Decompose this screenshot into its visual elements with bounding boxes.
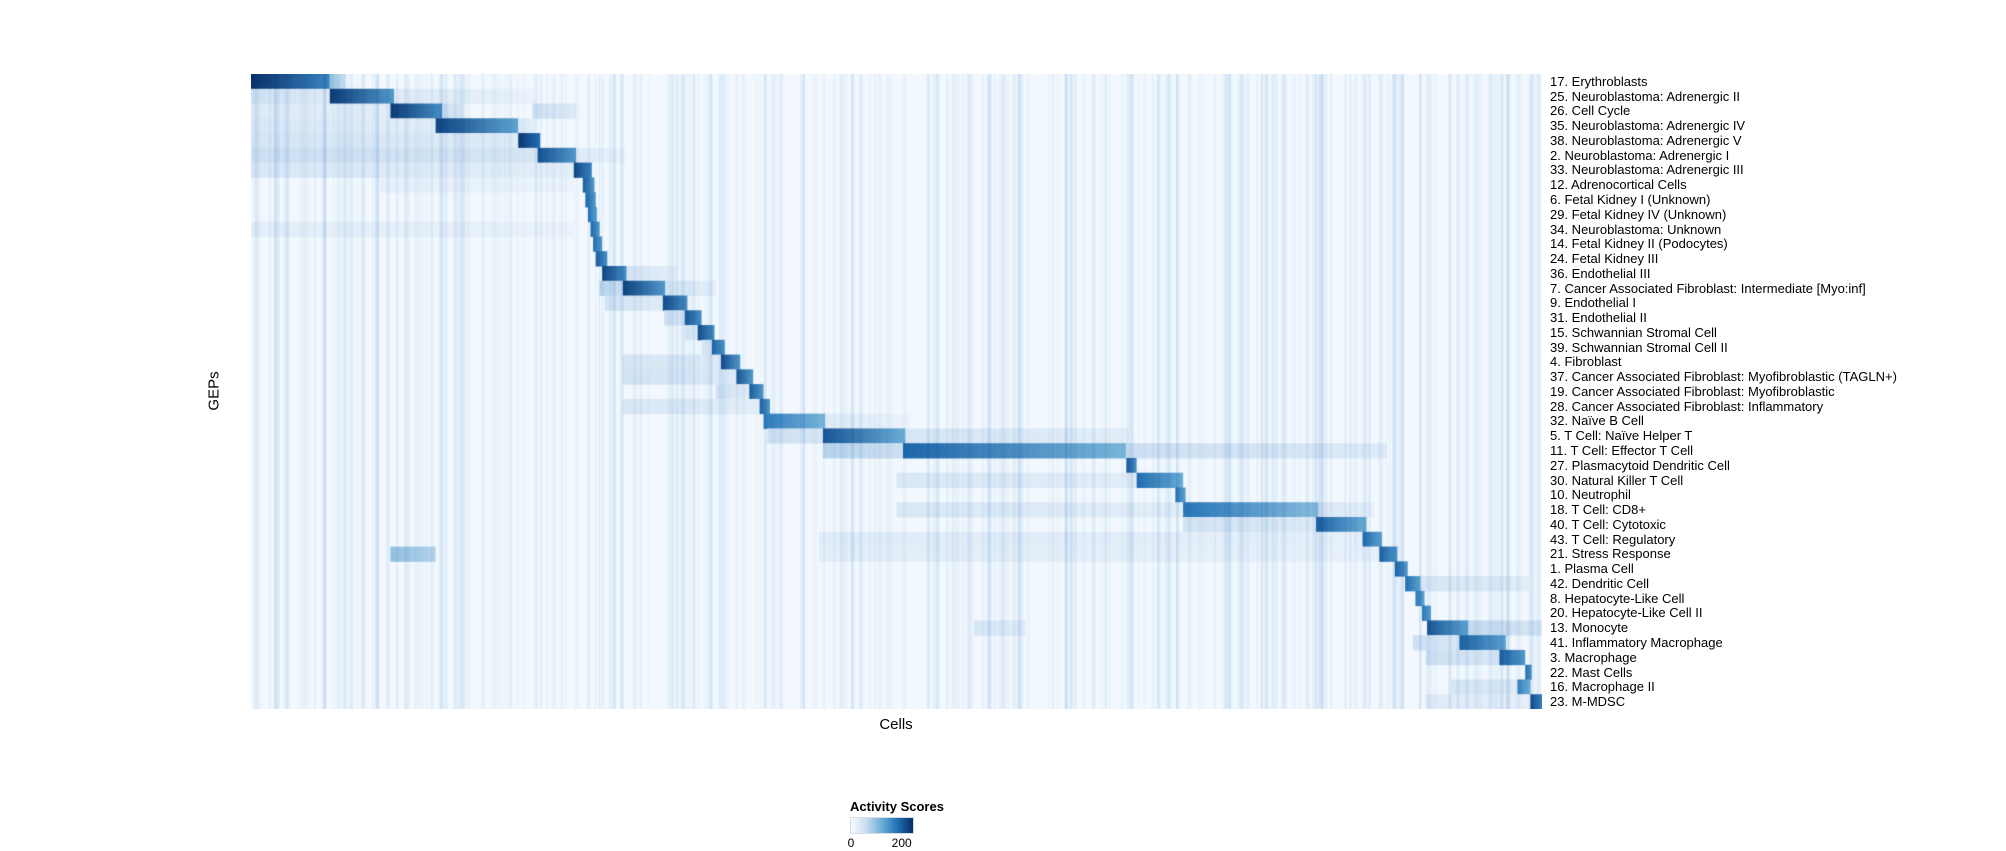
gep-row-label: 16. Macrophage II	[1550, 679, 1655, 695]
gep-row-label: 35. Neuroblastoma: Adrenergic IV	[1550, 118, 1746, 134]
gep-row-label: 13. Monocyte	[1550, 620, 1629, 636]
gep-row-label: 31. Endothelial II	[1550, 310, 1647, 326]
x-axis-label: Cells	[879, 716, 913, 733]
gep-row-label: 41. Inflammatory Macrophage	[1550, 634, 1723, 650]
gep-row-label: 19. Cancer Associated Fibroblast: Myofib…	[1550, 383, 1835, 399]
gep-row-label: 37. Cancer Associated Fibroblast: Myofib…	[1550, 369, 1897, 385]
gep-row-label: 33. Neuroblastoma: Adrenergic III	[1550, 162, 1744, 178]
gep-row-label: 8. Hepatocyte-Like Cell	[1550, 590, 1685, 606]
gep-row-label: 42. Dendritic Cell	[1550, 575, 1649, 591]
gep-row-label: 38. Neuroblastoma: Adrenergic V	[1550, 132, 1742, 148]
gep-row-labels: 17. Erythroblasts 25. Neuroblastoma: Adre…	[1550, 74, 1990, 709]
gep-row-label: 36. Endothelial III	[1550, 265, 1651, 281]
gep-row-label: 9. Endothelial I	[1550, 295, 1637, 311]
gep-row-label: 25. Neuroblastoma: Adrenergic II	[1550, 88, 1741, 104]
legend-ticks: 0 200	[847, 836, 1050, 851]
gep-row-label: 2. Neuroblastoma: Adrenergic I	[1550, 147, 1730, 163]
gep-row-label: 5. T Cell: Naïve Helper T	[1550, 428, 1693, 444]
gep-row-label: 27. Plasmacytoid Dendritic Cell	[1550, 457, 1730, 473]
legend-min-tick: 0	[847, 836, 855, 850]
gep-row-label: 26. Cell Cycle	[1550, 103, 1631, 119]
gep-row-label: 15. Schwannian Stromal Cell	[1550, 324, 1717, 340]
gep-row-label: 20. Hepatocyte-Like Cell II	[1550, 605, 1703, 621]
gep-row-label: 24. Fetal Kidney III	[1550, 251, 1659, 267]
gep-row-label: 14. Fetal Kidney II (Podocytes)	[1550, 236, 1728, 252]
legend-max-tick: 200	[891, 836, 912, 850]
gep-row-label: 23. M-MDSC	[1550, 694, 1626, 710]
heatmap-canvas	[251, 74, 1542, 709]
gep-row-label: 43. T Cell: Regulatory	[1550, 531, 1676, 547]
gep-row-label: 12. Adrenocortical Cells	[1550, 177, 1687, 193]
gep-row-label: 3. Macrophage	[1550, 649, 1637, 665]
gep-row-label: 1. Plasma Cell	[1550, 561, 1634, 577]
gep-row-label: 34. Neuroblastoma: Unknown	[1550, 221, 1722, 237]
gep-row-label: 10. Neutrophil	[1550, 487, 1631, 503]
y-axis-label: GEPs	[205, 371, 223, 411]
gep-row-label: 30. Natural Killer T Cell	[1550, 472, 1684, 488]
legend: Activity Scores 0 200	[847, 799, 1050, 851]
gep-row-label: 39. Schwannian Stromal Cell II	[1550, 339, 1728, 355]
colorbar-gradient	[850, 817, 914, 834]
gep-row-label: 32. Naïve B Cell	[1550, 413, 1644, 429]
gep-row-label: 6. Fetal Kidney I (Unknown)	[1550, 192, 1711, 207]
gep-row-label: 29. Fetal Kidney IV (Unknown)	[1550, 206, 1727, 222]
gep-row-label: 4. Fibroblast	[1550, 354, 1622, 370]
gep-row-label: 28. Cancer Associated Fibroblast: Inflam…	[1550, 398, 1824, 414]
gep-row-label: 17. Erythroblasts	[1550, 73, 1648, 89]
gep-row-label: 11. T Cell: Effector T Cell	[1550, 443, 1694, 459]
gep-row-label: 40. T Cell: Cytotoxic	[1550, 516, 1666, 532]
gep-row-label: 18. T Cell: CD8+	[1550, 502, 1646, 518]
legend-title: Activity Scores	[850, 799, 944, 814]
gep-row-label: 22. Mast Cells	[1550, 664, 1633, 680]
gep-row-label: 7. Cancer Associated Fibroblast: Interme…	[1550, 280, 1866, 296]
gep-row-label: 21. Stress Response	[1550, 546, 1671, 562]
